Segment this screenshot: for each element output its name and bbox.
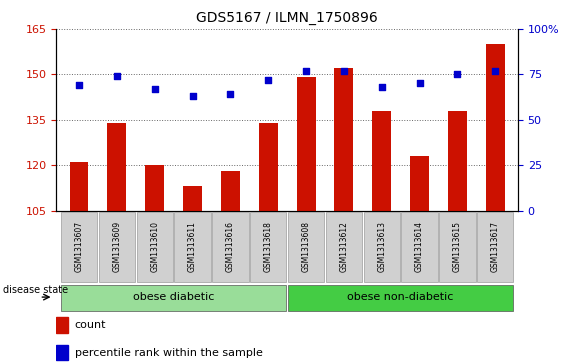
Point [302, 68, 311, 74]
Text: disease state: disease state [3, 285, 68, 295]
Bar [56, 345, 68, 360]
Point [491, 68, 500, 74]
Bar [56, 317, 68, 333]
Text: GSM1313615: GSM1313615 [453, 221, 462, 272]
Bar [108, 123, 126, 211]
FancyBboxPatch shape [250, 212, 287, 282]
FancyBboxPatch shape [439, 212, 476, 282]
FancyBboxPatch shape [136, 212, 173, 282]
Text: GSM1313607: GSM1313607 [74, 221, 83, 272]
Point [188, 93, 197, 99]
Text: GSM1313611: GSM1313611 [188, 221, 197, 272]
Bar [448, 111, 467, 211]
Bar [183, 186, 202, 211]
Bar [297, 77, 315, 211]
Bar [145, 165, 164, 211]
Point [113, 73, 122, 79]
Text: GSM1313613: GSM1313613 [377, 221, 386, 272]
Text: GSM1313609: GSM1313609 [113, 221, 122, 272]
Point [226, 91, 235, 97]
Bar [486, 44, 504, 211]
FancyBboxPatch shape [99, 212, 135, 282]
Point [263, 77, 272, 83]
FancyBboxPatch shape [326, 212, 362, 282]
Point [150, 86, 159, 92]
FancyBboxPatch shape [212, 212, 248, 282]
Bar [334, 68, 354, 211]
Point [415, 81, 424, 86]
Point [74, 82, 83, 88]
Text: GSM1313618: GSM1313618 [263, 221, 272, 272]
Bar [70, 162, 88, 211]
Bar [410, 156, 429, 211]
Text: GSM1313616: GSM1313616 [226, 221, 235, 272]
Point [453, 72, 462, 77]
Text: GSM1313614: GSM1313614 [415, 221, 424, 272]
Point [339, 68, 348, 74]
Bar [61, 285, 287, 311]
Text: percentile rank within the sample: percentile rank within the sample [75, 348, 263, 358]
FancyBboxPatch shape [61, 212, 97, 282]
FancyBboxPatch shape [175, 212, 211, 282]
Text: obese non-diabetic: obese non-diabetic [347, 292, 454, 302]
Bar [259, 123, 278, 211]
FancyBboxPatch shape [477, 212, 513, 282]
FancyBboxPatch shape [288, 212, 324, 282]
FancyBboxPatch shape [364, 212, 400, 282]
Bar [221, 171, 240, 211]
Text: count: count [75, 320, 106, 330]
Text: obese diabetic: obese diabetic [133, 292, 215, 302]
FancyBboxPatch shape [401, 212, 438, 282]
Text: GSM1313610: GSM1313610 [150, 221, 159, 272]
Bar [372, 111, 391, 211]
Text: GSM1313617: GSM1313617 [491, 221, 500, 272]
Point [377, 84, 386, 90]
Title: GDS5167 / ILMN_1750896: GDS5167 / ILMN_1750896 [196, 11, 378, 25]
Text: GSM1313608: GSM1313608 [302, 221, 311, 272]
Text: GSM1313612: GSM1313612 [339, 221, 348, 272]
Bar [288, 285, 513, 311]
